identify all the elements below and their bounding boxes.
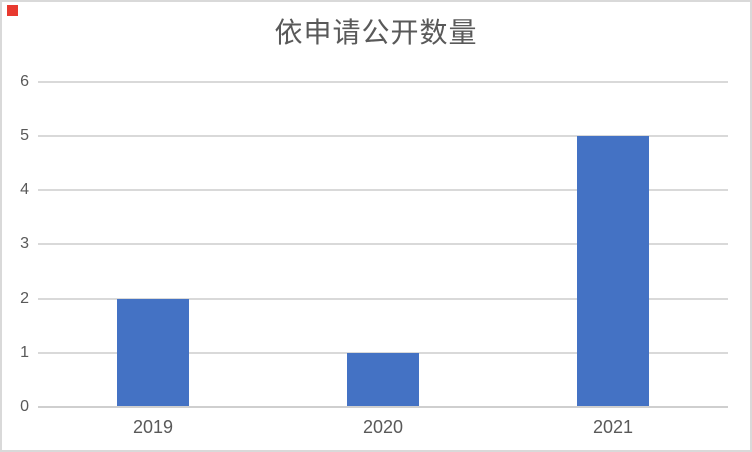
y-axis-label: 5	[20, 127, 29, 145]
y-axis-label: 6	[20, 72, 29, 90]
bar-2020	[347, 352, 419, 407]
y-axis-label: 0	[20, 398, 29, 415]
bar-2019	[117, 298, 189, 407]
gridline	[38, 135, 728, 138]
gridline	[38, 80, 728, 83]
x-axis-label: 2019	[132, 417, 174, 437]
bar-2021	[577, 136, 649, 407]
x-axis-label: 2021	[592, 417, 634, 437]
chart-title: 依申请公开数量	[274, 17, 478, 48]
y-axis-label: 1	[20, 343, 29, 361]
x-axis-line	[38, 405, 728, 408]
y-axis-label: 4	[20, 181, 29, 199]
y-axis-label: 3	[20, 235, 29, 253]
gridline	[38, 243, 728, 246]
y-axis-label: 2	[20, 289, 29, 307]
gridline	[38, 189, 728, 192]
red-corner-marker	[7, 5, 18, 16]
x-axis-label: 2020	[362, 417, 404, 437]
gridline	[38, 297, 728, 300]
